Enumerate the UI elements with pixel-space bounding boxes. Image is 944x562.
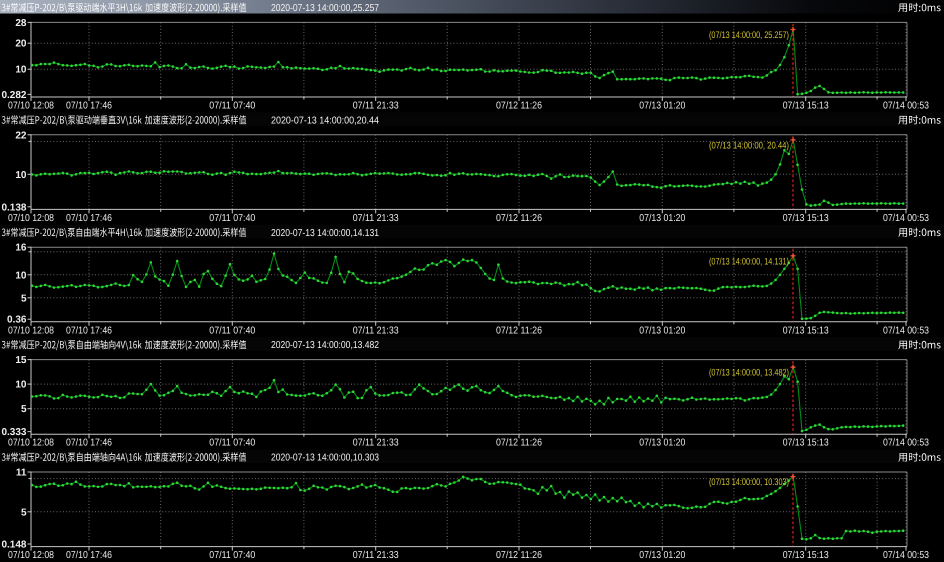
svg-text:07/10 17:46: 07/10 17:46 bbox=[66, 438, 112, 449]
svg-text:07/11 07:40: 07/11 07:40 bbox=[209, 438, 255, 449]
svg-text:5: 5 bbox=[21, 507, 27, 518]
svg-text:(07/13 14:00:00, 20.44): (07/13 14:00:00, 20.44) bbox=[709, 140, 789, 151]
svg-text:07/11 07:40: 07/11 07:40 bbox=[209, 550, 255, 561]
svg-text:07/12 11:26: 07/12 11:26 bbox=[496, 325, 542, 336]
svg-text:(07/13 14:00:00, 13.482): (07/13 14:00:00, 13.482) bbox=[709, 368, 789, 379]
svg-text:(07/13 14:00:00, 14.131): (07/13 14:00:00, 14.131) bbox=[709, 256, 789, 267]
svg-text:07/10 12:08: 07/10 12:08 bbox=[8, 550, 54, 561]
svg-text:22: 22 bbox=[15, 130, 27, 141]
svg-text:07/10 17:46: 07/10 17:46 bbox=[66, 101, 112, 112]
svg-text:15: 15 bbox=[15, 355, 27, 366]
svg-text:20: 20 bbox=[15, 39, 27, 50]
svg-text:07/10 17:46: 07/10 17:46 bbox=[66, 213, 112, 224]
svg-text:07/13 01:20: 07/13 01:20 bbox=[639, 213, 685, 224]
svg-text:07/10 12:08: 07/10 12:08 bbox=[8, 213, 54, 224]
svg-text:07/13 01:20: 07/13 01:20 bbox=[639, 550, 685, 561]
svg-text:10: 10 bbox=[15, 170, 27, 181]
svg-text:07/11 21:33: 07/11 21:33 bbox=[353, 325, 399, 336]
svg-text:10: 10 bbox=[15, 65, 27, 76]
svg-text:2020-07-13 14:00:00,20.44: 2020-07-13 14:00:00,20.44 bbox=[271, 115, 379, 126]
svg-text:(07/13 14:00:00, 25.257): (07/13 14:00:00, 25.257) bbox=[709, 30, 789, 41]
svg-text:07/13 15:13: 07/13 15:13 bbox=[783, 213, 829, 224]
svg-text:07/13 01:20: 07/13 01:20 bbox=[639, 438, 685, 449]
svg-text:0.138: 0.138 bbox=[1, 202, 26, 213]
svg-text:10: 10 bbox=[15, 270, 27, 281]
svg-text:07/13 15:13: 07/13 15:13 bbox=[783, 325, 829, 336]
svg-text:07/11 21:33: 07/11 21:33 bbox=[353, 101, 399, 112]
svg-text:10: 10 bbox=[15, 380, 27, 391]
svg-text:07/12 11:26: 07/12 11:26 bbox=[496, 550, 542, 561]
svg-text:07/13 15:13: 07/13 15:13 bbox=[783, 101, 829, 112]
svg-text:07/12 11:26: 07/12 11:26 bbox=[496, 101, 542, 112]
svg-text:07/10 12:08: 07/10 12:08 bbox=[8, 101, 54, 112]
svg-text:0.148: 0.148 bbox=[1, 540, 26, 551]
svg-text:07/11 07:40: 07/11 07:40 bbox=[209, 213, 255, 224]
svg-text:07/10 12:08: 07/10 12:08 bbox=[8, 325, 54, 336]
svg-text:07/11 07:40: 07/11 07:40 bbox=[209, 325, 255, 336]
svg-text:07/14 00:53: 07/14 00:53 bbox=[883, 438, 929, 449]
svg-text:07/13 15:13: 07/13 15:13 bbox=[783, 550, 829, 561]
svg-text:2020-07-13 14:00:00,13.482: 2020-07-13 14:00:00,13.482 bbox=[271, 340, 379, 351]
svg-text:5: 5 bbox=[21, 293, 27, 304]
svg-text:2020-07-13 14:00:00,14.131: 2020-07-13 14:00:00,14.131 bbox=[271, 228, 379, 239]
svg-text:07/11 21:33: 07/11 21:33 bbox=[353, 550, 399, 561]
svg-text:07/10 12:08: 07/10 12:08 bbox=[8, 438, 54, 449]
svg-text:07/13 15:13: 07/13 15:13 bbox=[783, 438, 829, 449]
svg-text:07/11 21:33: 07/11 21:33 bbox=[353, 213, 399, 224]
svg-text:(07/13 14:00:00, 10.303): (07/13 14:00:00, 10.303) bbox=[709, 477, 789, 488]
svg-text:07/13 01:20: 07/13 01:20 bbox=[639, 325, 685, 336]
svg-text:07/14 00:53: 07/14 00:53 bbox=[883, 550, 929, 561]
svg-text:0.36: 0.36 bbox=[7, 315, 27, 326]
svg-text:07/11 21:33: 07/11 21:33 bbox=[353, 438, 399, 449]
svg-text:07/13 01:20: 07/13 01:20 bbox=[639, 101, 685, 112]
svg-text:07/10 17:46: 07/10 17:46 bbox=[66, 550, 112, 561]
svg-text:07/14 00:53: 07/14 00:53 bbox=[883, 325, 929, 336]
svg-text:2020-07-13 14:00:00,10.303: 2020-07-13 14:00:00,10.303 bbox=[271, 453, 379, 464]
svg-text:07/10 17:46: 07/10 17:46 bbox=[66, 325, 112, 336]
svg-text:5: 5 bbox=[21, 404, 27, 415]
svg-text:07/12 11:26: 07/12 11:26 bbox=[496, 438, 542, 449]
svg-text:0.282: 0.282 bbox=[1, 90, 26, 101]
svg-text:28: 28 bbox=[15, 18, 27, 29]
svg-text:16: 16 bbox=[15, 243, 27, 254]
svg-text:07/14 00:53: 07/14 00:53 bbox=[883, 101, 929, 112]
svg-text:11: 11 bbox=[16, 468, 27, 479]
svg-text:2020-07-13 14:00:00,25.257: 2020-07-13 14:00:00,25.257 bbox=[271, 3, 379, 14]
svg-text:07/12 11:26: 07/12 11:26 bbox=[496, 213, 542, 224]
svg-text:0.333: 0.333 bbox=[1, 427, 26, 438]
svg-text:07/14 00:53: 07/14 00:53 bbox=[883, 213, 929, 224]
svg-text:07/11 07:40: 07/11 07:40 bbox=[209, 101, 255, 112]
